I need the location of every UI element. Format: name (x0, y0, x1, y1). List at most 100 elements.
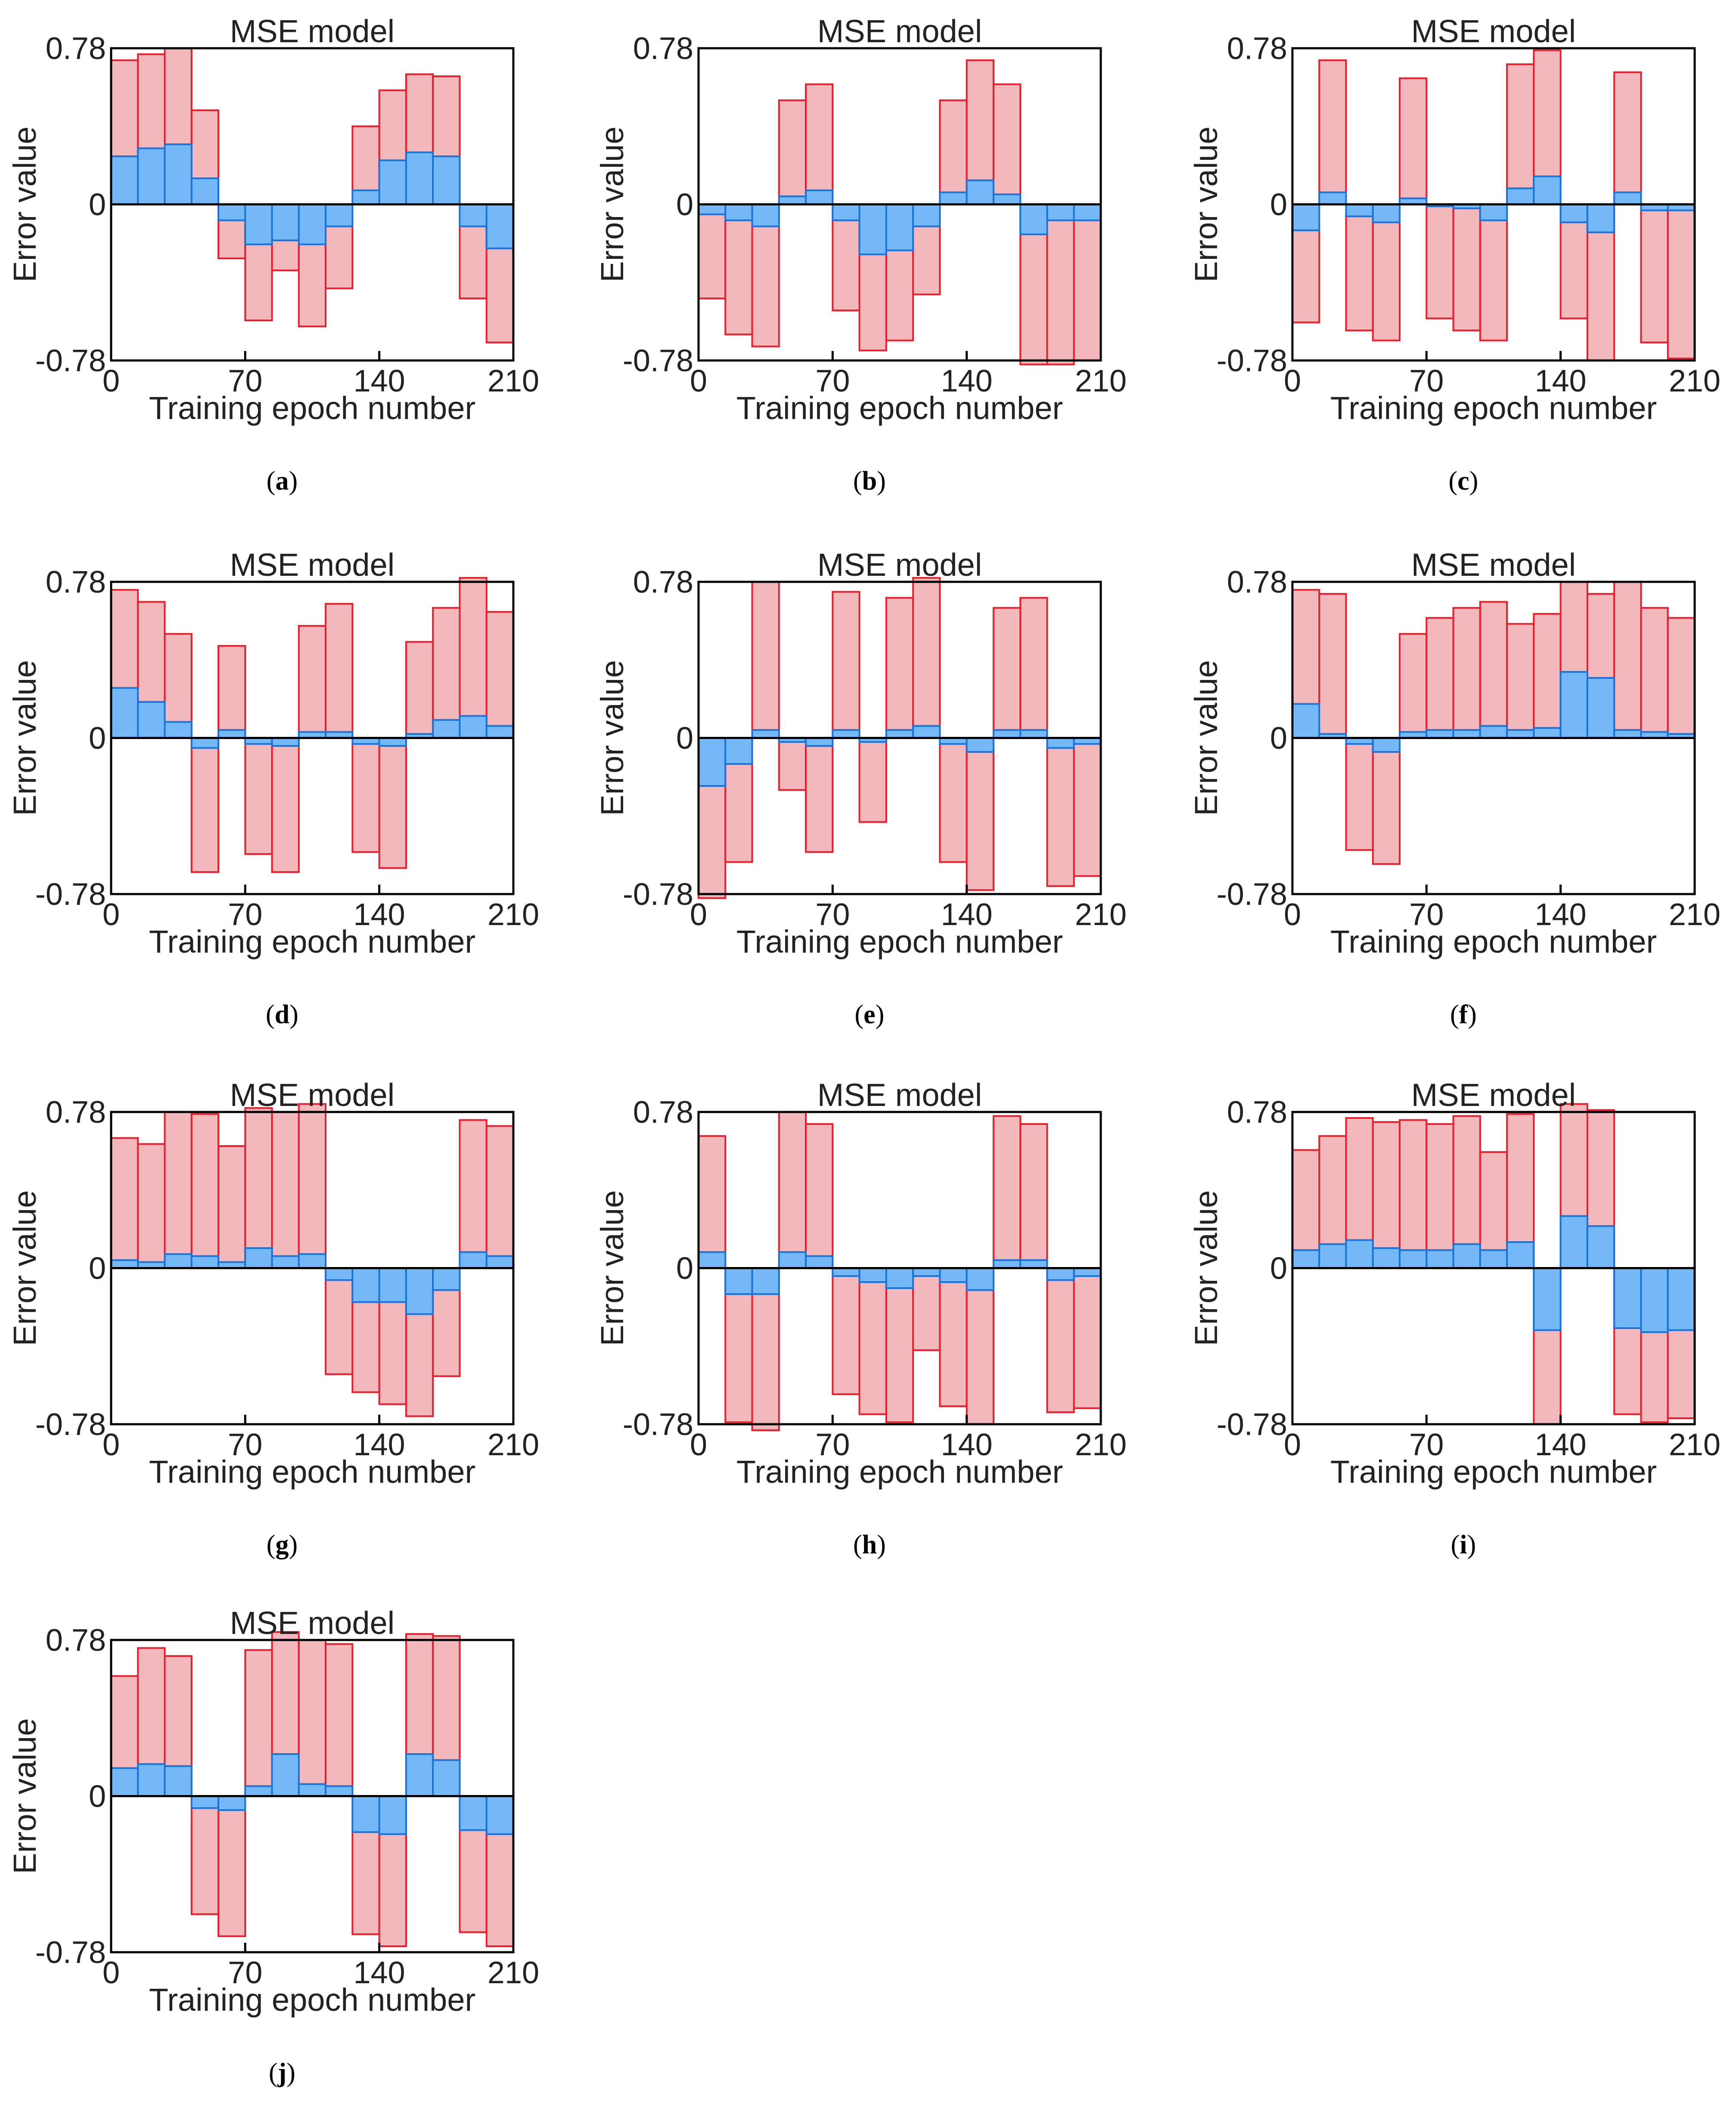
bar-blue-h-8 (912, 1267, 941, 1277)
bar-blue-f-6 (1452, 729, 1481, 739)
bar-red-e-9 (939, 737, 968, 863)
ytick-label-a-2: 0.78 (46, 31, 106, 66)
x-axis-label-h: Training epoch number (736, 1454, 1063, 1490)
bar-red-e-8 (912, 577, 941, 739)
xtick-label-d-2: 140 (354, 898, 405, 932)
y-axis-label-e: Error value (594, 660, 630, 816)
bar-blue-g-12 (432, 1267, 461, 1291)
bar-blue-j-13 (459, 1795, 488, 1831)
bar-red-j-8 (325, 1643, 354, 1797)
bar-blue-f-9 (1533, 727, 1562, 739)
chart-title-f: MSE model (1411, 547, 1576, 583)
bar-blue-f-5 (1425, 729, 1454, 739)
bar-blue-j-11 (405, 1753, 434, 1797)
panel-caption-c: (c) (1449, 466, 1478, 496)
bar-blue-c-8 (1506, 187, 1535, 205)
bar-blue-g-0 (110, 1259, 139, 1269)
bar-red-g-4 (217, 1145, 246, 1269)
ytick-label-c-1: 0 (1270, 188, 1287, 222)
bar-red-h-4 (805, 1123, 834, 1269)
bar-blue-h-13 (1046, 1267, 1075, 1281)
panel-caption-j: (j) (269, 2058, 295, 2087)
bar-blue-c-9 (1533, 175, 1562, 205)
bar-red-h-8 (912, 1267, 941, 1351)
bar-red-f-3 (1372, 737, 1401, 865)
xtick-label-i-2: 140 (1535, 1428, 1587, 1462)
bar-blue-b-12 (1019, 203, 1048, 236)
bar-red-d-7 (298, 625, 327, 739)
x-axis-label-j: Training epoch number (149, 1982, 475, 2018)
xtick-label-j-1: 70 (228, 1956, 262, 1990)
bar-blue-b-13 (1046, 203, 1075, 221)
bar-red-f-12 (1613, 581, 1642, 739)
ytick-label-b-0: -0.78 (623, 344, 693, 378)
xtick-label-a-0: 0 (102, 364, 120, 398)
bar-blue-b-7 (885, 203, 914, 252)
bar-red-d-4 (217, 645, 246, 739)
xtick-label-i-3: 210 (1669, 1428, 1720, 1462)
bar-red-f-2 (1345, 737, 1374, 851)
bar-blue-a-12 (432, 155, 461, 205)
ytick-label-g-1: 0 (89, 1252, 106, 1286)
x-axis-label-e: Training epoch number (736, 924, 1063, 960)
y-axis-label-h: Error value (594, 1190, 630, 1346)
bar-red-d-11 (405, 641, 434, 739)
bar-red-e-6 (858, 737, 887, 823)
ytick-label-b-2: 0.78 (633, 31, 693, 66)
bar-blue-c-3 (1372, 203, 1401, 224)
xtick-label-d-3: 210 (488, 898, 539, 932)
bar-blue-d-0 (110, 687, 139, 739)
chart-title-a: MSE model (230, 13, 394, 49)
bar-blue-c-0 (1292, 203, 1320, 231)
bar-red-e-13 (1046, 737, 1075, 887)
bar-blue-g-14 (485, 1255, 514, 1269)
bar-blue-c-2 (1345, 203, 1374, 217)
bar-red-g-1 (137, 1143, 166, 1269)
bar-blue-i-6 (1452, 1243, 1481, 1269)
ytick-label-f-2: 0.78 (1227, 565, 1287, 599)
ytick-label-a-0: -0.78 (35, 344, 106, 378)
panel-caption-h: (h) (853, 1530, 886, 1559)
bar-red-c-4 (1399, 77, 1428, 205)
bar-red-g-13 (459, 1119, 488, 1269)
bar-blue-i-5 (1425, 1249, 1454, 1269)
bar-blue-g-13 (459, 1251, 488, 1269)
bar-blue-a-1 (137, 147, 166, 205)
bar-red-c-8 (1506, 63, 1535, 205)
xtick-label-e-3: 210 (1075, 898, 1127, 932)
bar-blue-g-6 (271, 1255, 300, 1269)
xtick-label-h-3: 210 (1075, 1428, 1127, 1462)
bar-red-f-13 (1640, 607, 1669, 739)
ytick-label-i-0: -0.78 (1217, 1407, 1287, 1442)
bar-blue-h-10 (966, 1267, 994, 1291)
bar-blue-b-5 (832, 203, 860, 221)
bar-blue-a-8 (325, 203, 354, 227)
bar-blue-j-3 (190, 1795, 220, 1809)
xtick-label-b-3: 210 (1075, 364, 1127, 398)
bar-blue-g-11 (405, 1267, 434, 1315)
y-axis-label-i: Error value (1188, 1190, 1224, 1346)
bar-red-j-4 (217, 1795, 246, 1937)
xtick-label-j-3: 210 (488, 1956, 539, 1990)
bar-blue-a-11 (405, 151, 434, 205)
bar-blue-d-13 (459, 715, 488, 739)
ytick-label-h-2: 0.78 (633, 1095, 693, 1130)
bar-blue-h-6 (858, 1267, 887, 1283)
ytick-label-d-1: 0 (89, 721, 106, 756)
bar-red-b-11 (992, 83, 1022, 205)
chart-title-c: MSE model (1411, 13, 1576, 49)
bar-red-f-9 (1533, 613, 1562, 739)
bar-blue-j-2 (164, 1765, 193, 1797)
bar-red-b-4 (805, 83, 834, 205)
y-axis-label-f: Error value (1188, 660, 1224, 816)
bar-blue-b-10 (966, 179, 994, 205)
ytick-label-g-0: -0.78 (35, 1407, 106, 1442)
bar-red-c-3 (1372, 203, 1401, 342)
bar-blue-d-6 (271, 737, 300, 747)
y-axis-label-c: Error value (1188, 127, 1224, 283)
bar-blue-i-0 (1292, 1249, 1320, 1269)
bar-red-e-11 (992, 607, 1022, 739)
ytick-label-i-1: 0 (1270, 1252, 1287, 1286)
y-axis-label-g: Error value (7, 1190, 43, 1346)
bar-red-c-6 (1452, 203, 1481, 332)
